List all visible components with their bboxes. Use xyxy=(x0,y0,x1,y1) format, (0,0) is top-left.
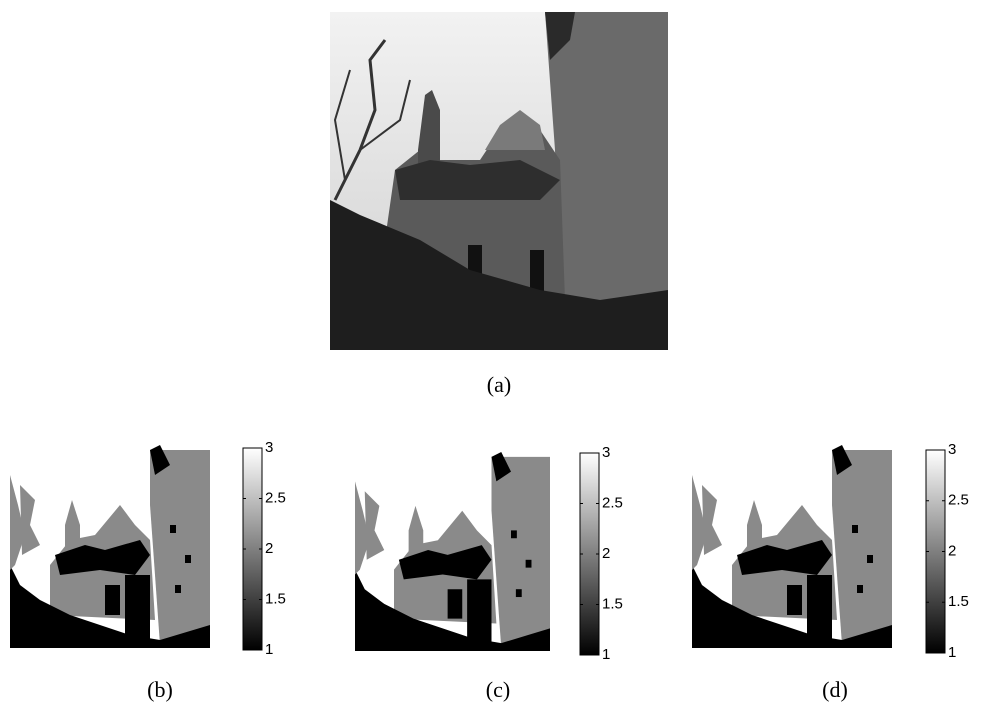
segmentation xyxy=(355,452,550,651)
tick-label: 2 xyxy=(602,545,610,562)
segmentation xyxy=(10,445,210,648)
segmentation xyxy=(692,445,892,648)
tick-label: 1 xyxy=(602,646,610,663)
tick-label: 2.5 xyxy=(602,494,623,511)
tick-label: 2 xyxy=(265,540,273,557)
tick-label: 2.5 xyxy=(948,492,969,509)
tick-label: 1.5 xyxy=(948,593,969,610)
tick-label: 1.5 xyxy=(602,595,623,612)
tick-label: 3 xyxy=(265,439,273,456)
tick-label: 3 xyxy=(602,444,610,461)
figure: (a) (b) 1 1.5 2 2.5 3 (c) 1 1.5 2 2.5 3 (d) 1 1.5 2 2.5 3 xyxy=(0,0,988,709)
caption: (a) xyxy=(487,372,511,397)
tick-label: 1.5 xyxy=(265,590,286,607)
tick-label: 1 xyxy=(948,644,956,661)
tick-label: 1 xyxy=(265,641,273,658)
caption: (c) xyxy=(486,677,510,702)
caption: (b) xyxy=(147,677,173,702)
caption: (d) xyxy=(822,677,848,702)
tick-label: 3 xyxy=(948,441,956,458)
photo xyxy=(330,12,668,350)
tick-label: 2 xyxy=(948,542,956,559)
tick-label: 2.5 xyxy=(265,489,286,506)
